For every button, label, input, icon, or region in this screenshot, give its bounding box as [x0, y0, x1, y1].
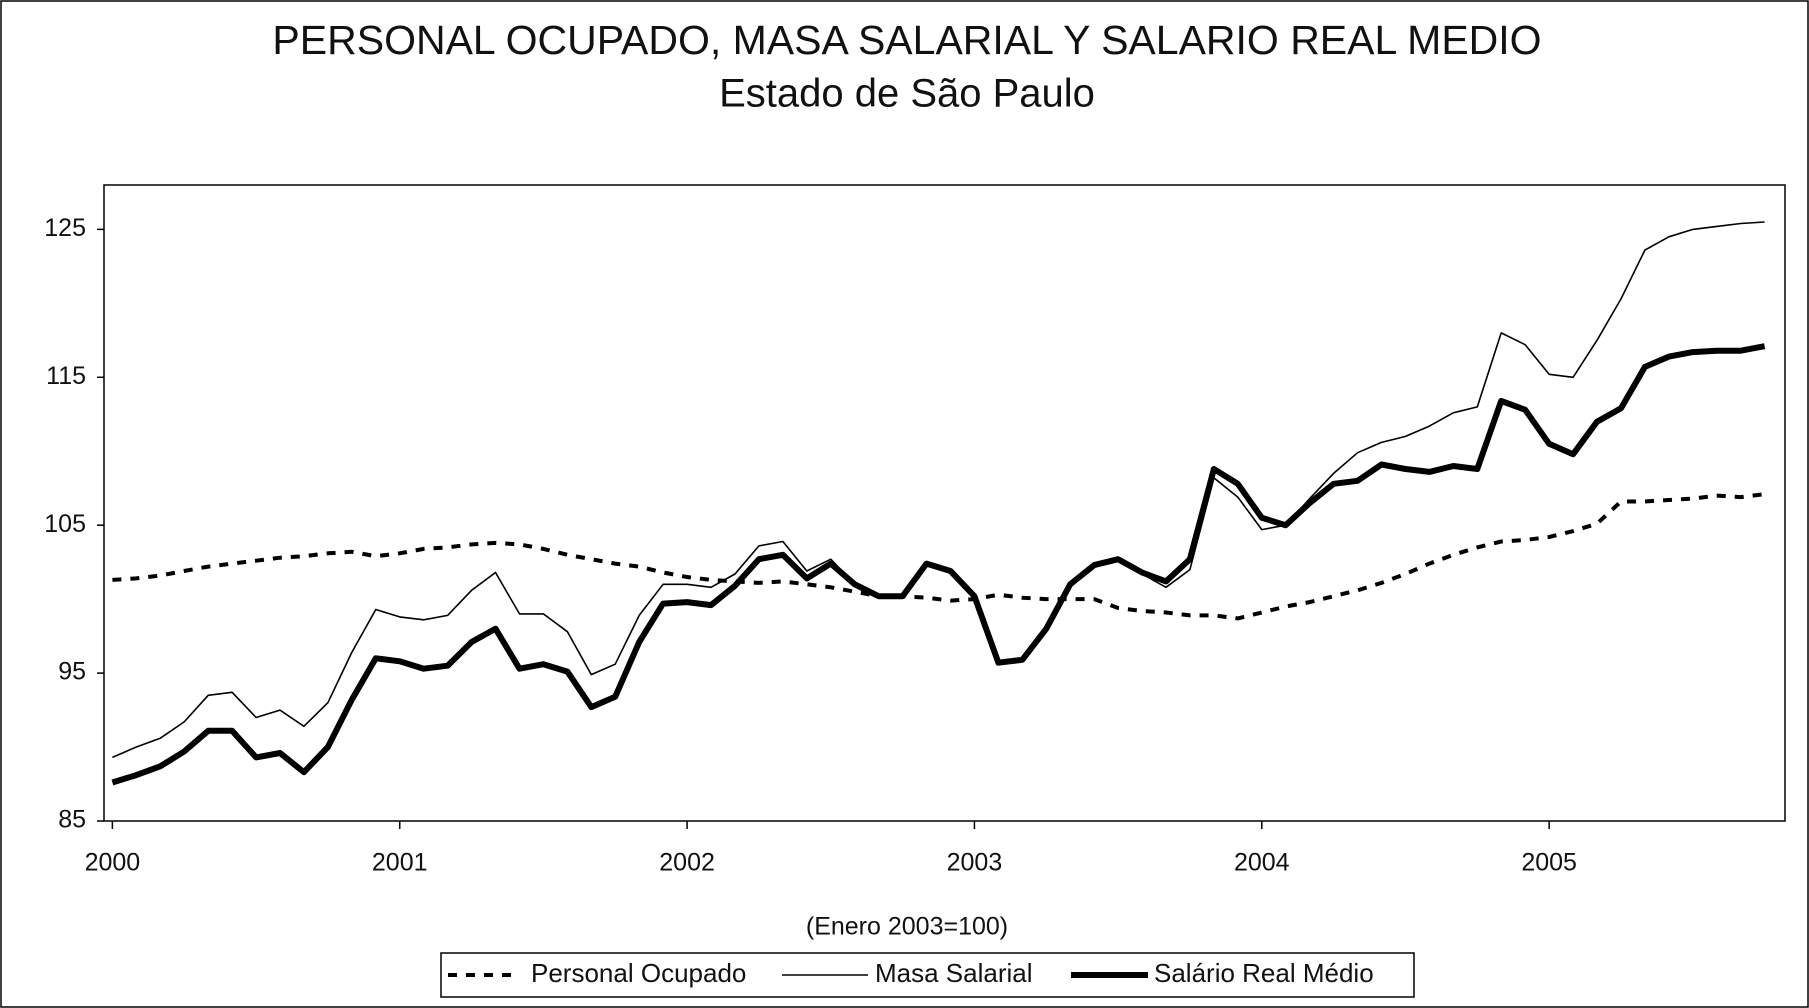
legend-label: Masa Salarial	[875, 958, 1033, 988]
y-tick-label: 115	[46, 362, 86, 390]
chart-subtitle: Estado de São Paulo	[719, 72, 1095, 116]
chart-title: PERSONAL OCUPADO, MASA SALARIAL Y SALARI…	[272, 17, 1541, 63]
y-tick-label: 125	[44, 214, 86, 242]
x-tick-label: 2004	[1234, 849, 1290, 877]
note: (Enero 2003=100)	[806, 913, 1008, 941]
series-line	[111, 343, 1766, 786]
legend-label: Salário Real Médio	[1154, 958, 1374, 988]
y-tick-label: 85	[58, 806, 86, 834]
legend	[440, 952, 1415, 998]
x-tick-label: 2002	[659, 849, 715, 877]
legend-label: Personal Ocupado	[531, 958, 746, 988]
y-tick-label: 105	[44, 510, 86, 538]
y-tick-label: 95	[58, 658, 86, 686]
x-tick-label: 2000	[85, 849, 141, 877]
plot-area	[103, 184, 1786, 822]
series-line	[112, 492, 1765, 621]
x-tick-label: 2001	[372, 849, 428, 877]
series-line	[112, 221, 1765, 759]
x-tick-label: 2005	[1521, 849, 1577, 877]
x-tick-label: 2003	[947, 849, 1003, 877]
